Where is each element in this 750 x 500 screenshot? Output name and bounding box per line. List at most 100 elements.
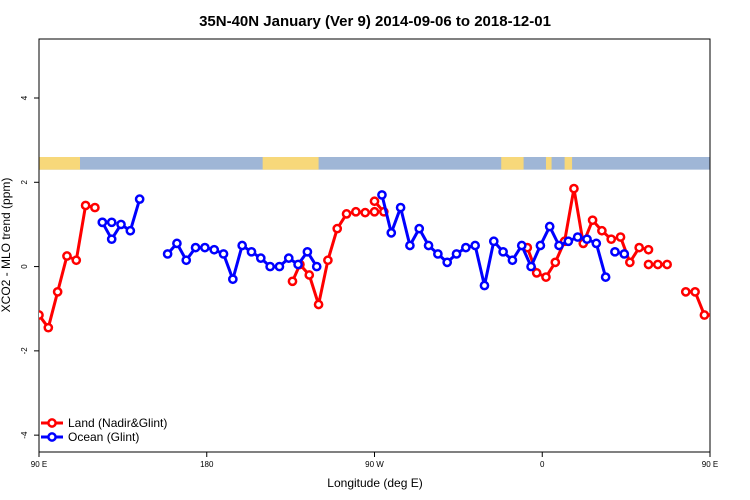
data-point — [190, 242, 201, 253]
legend-label: Land (Nadir&Glint) — [68, 416, 167, 430]
chart-title: 35N-40N January (Ver 9) 2014-09-06 to 20… — [199, 13, 551, 30]
data-point — [591, 238, 602, 249]
data-point — [708, 311, 710, 319]
data-point — [535, 240, 546, 251]
land-band — [545, 157, 552, 170]
data-point — [544, 221, 555, 232]
data-point — [360, 207, 371, 218]
data-point — [62, 251, 72, 261]
data-point — [550, 257, 561, 268]
data-point — [332, 223, 343, 234]
x-axis: 90 E 180 90 W 0 90 E — [31, 452, 718, 469]
data-point — [442, 257, 453, 268]
data-point — [470, 240, 480, 251]
data-point — [498, 246, 508, 257]
data-point — [690, 287, 700, 297]
data-point — [563, 236, 574, 247]
data-point — [265, 261, 275, 272]
data-point — [516, 240, 527, 251]
land-band — [710, 157, 750, 170]
data-point — [433, 249, 443, 259]
data-point — [386, 228, 397, 238]
y-tick-label: 4 — [20, 95, 29, 100]
data-point — [80, 200, 91, 211]
data-point — [625, 257, 635, 268]
legend: Land (Nadir&Glint)Ocean (Glint) — [41, 416, 167, 444]
data-point — [719, 324, 726, 331]
data-point — [369, 196, 380, 207]
data-point — [134, 194, 145, 204]
data-point — [172, 238, 182, 249]
x-tick-label: 90 E — [702, 460, 718, 469]
series-1 — [97, 190, 630, 291]
data-point — [274, 261, 285, 272]
y-tick-label: 2 — [20, 180, 29, 185]
legend-item: Ocean (Glint) — [41, 430, 139, 444]
data-point — [106, 217, 117, 228]
data-point — [209, 244, 220, 255]
plot-frame — [38, 38, 711, 453]
legend-label: Ocean (Glint) — [68, 430, 139, 444]
data-point — [311, 261, 322, 272]
data-point — [39, 310, 44, 320]
series-line — [39, 203, 96, 330]
data-point — [246, 246, 257, 257]
data-point — [619, 249, 630, 259]
legend-swatch-marker — [47, 432, 57, 442]
data-point — [451, 249, 462, 259]
data-point — [615, 232, 626, 242]
data-point — [218, 249, 229, 259]
data-point — [531, 268, 542, 278]
data-point — [662, 259, 672, 270]
x-tick-label: 90 E — [31, 460, 47, 469]
data-point — [423, 240, 434, 251]
data-point — [606, 234, 617, 245]
legend-item: Land (Nadir&Glint) — [41, 416, 167, 430]
data-point — [369, 206, 380, 217]
data-point — [227, 274, 238, 285]
data-point — [97, 217, 108, 228]
data-point — [302, 246, 313, 257]
y-axis: -4 -2 0 2 4 — [20, 95, 39, 439]
land-band — [564, 157, 573, 170]
series-layer — [39, 183, 736, 333]
data-point — [52, 287, 63, 297]
data-point — [610, 246, 620, 257]
data-point — [351, 206, 361, 217]
data-point — [634, 242, 645, 253]
land-band — [262, 157, 319, 170]
series-0 — [39, 183, 736, 333]
data-point — [554, 240, 564, 251]
x-tick-label: 0 — [540, 460, 545, 469]
data-point — [652, 259, 663, 270]
data-point — [414, 223, 425, 234]
data-point — [200, 242, 210, 253]
data-point — [377, 190, 387, 200]
data-point — [600, 272, 611, 282]
data-point — [680, 287, 691, 297]
data-point — [293, 259, 303, 270]
data-point — [405, 240, 415, 251]
land-ocean-strip — [39, 157, 750, 170]
data-point — [572, 232, 583, 242]
y-tick-label: 0 — [20, 264, 29, 269]
data-point — [569, 183, 579, 194]
data-point — [287, 276, 298, 287]
data-point — [479, 280, 490, 291]
land-band — [501, 157, 524, 170]
ocean-band — [39, 157, 710, 170]
data-point — [541, 272, 551, 282]
data-point — [699, 310, 710, 320]
data-point — [729, 288, 736, 295]
y-axis-label: XCO2 - MLO trend (ppm) — [0, 178, 13, 313]
data-point — [125, 225, 136, 236]
data-point — [323, 255, 333, 266]
data-point — [283, 253, 294, 263]
data-point — [313, 299, 324, 310]
data-point — [582, 234, 592, 245]
data-point — [90, 202, 100, 213]
y-tick-label: -2 — [20, 347, 29, 355]
data-point — [460, 242, 471, 253]
data-point — [597, 225, 607, 236]
